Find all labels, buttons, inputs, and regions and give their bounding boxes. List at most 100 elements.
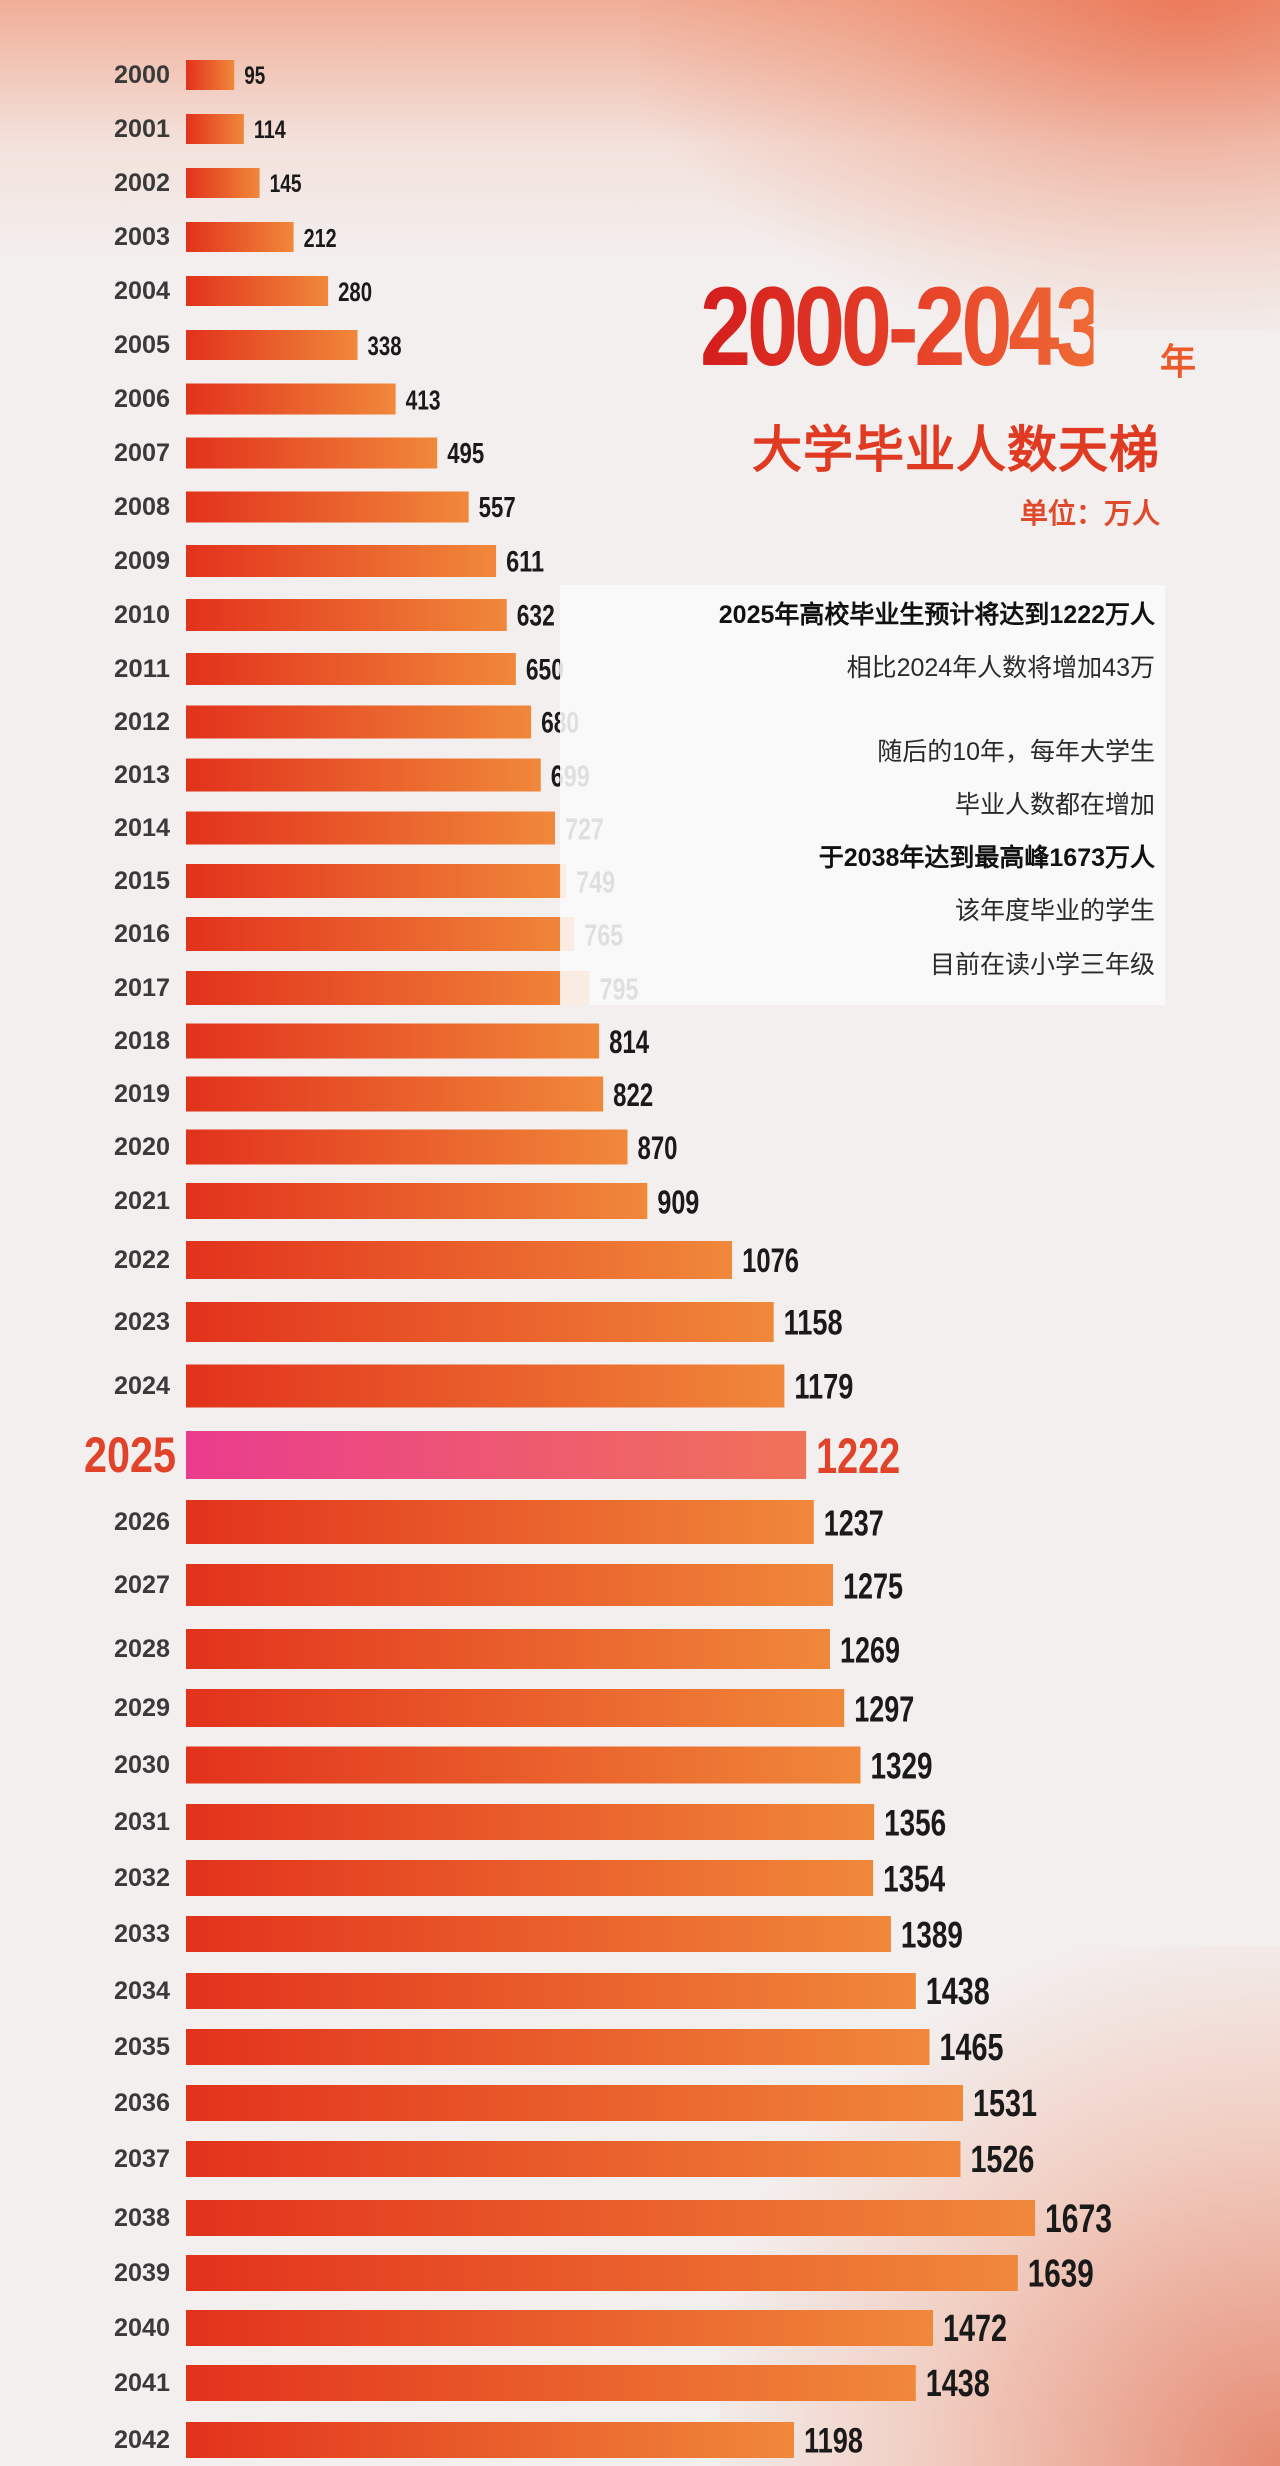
year-label-2000: 2000 [114, 61, 170, 89]
year-label-2022: 2022 [114, 1246, 170, 1274]
value-label-2024: 1179 [794, 1368, 853, 1407]
year-label-2035: 2035 [114, 2033, 170, 2061]
bar-2002 [186, 168, 260, 198]
bar-2040 [186, 2310, 934, 2346]
bar-2003 [186, 222, 294, 252]
bar-2006 [186, 383, 396, 415]
bar-2027 [186, 1564, 834, 1606]
year-label-2010: 2010 [114, 601, 170, 629]
value-label-2002: 145 [270, 170, 302, 198]
value-label-2021: 909 [657, 1184, 699, 1221]
year-label-2034: 2034 [114, 1977, 170, 2005]
bar-2016 [186, 917, 575, 951]
value-label-2037: 1526 [970, 2139, 1034, 2181]
bar-2037 [186, 2141, 961, 2177]
year-label-2004: 2004 [114, 277, 170, 305]
value-label-2008: 557 [479, 492, 516, 524]
bar-2039 [186, 2255, 1018, 2291]
value-label-2005: 338 [368, 331, 402, 361]
value-label-2004: 280 [338, 277, 372, 307]
value-label-2031: 1356 [884, 1803, 946, 1844]
bar-2017 [186, 971, 590, 1005]
year-label-2014: 2014 [114, 814, 170, 842]
value-label-2034: 1438 [926, 1971, 990, 2013]
bar-2026 [186, 1500, 814, 1544]
year-label-2015: 2015 [114, 867, 170, 895]
year-label-2008: 2008 [114, 493, 170, 521]
value-label-2032: 1354 [883, 1859, 945, 1900]
bar-2030 [186, 1746, 861, 1784]
value-label-2018: 814 [609, 1024, 649, 1060]
year-label-2024: 2024 [114, 1372, 170, 1400]
bar-2032 [186, 1860, 874, 1896]
value-label-2026: 1237 [824, 1503, 884, 1544]
value-label-2007: 495 [447, 438, 484, 470]
bar-2033 [186, 1916, 891, 1952]
value-label-2009: 611 [506, 546, 544, 579]
year-label-2026: 2026 [114, 1508, 170, 1536]
notes-panel: 2025年高校毕业生预计将达到1222万人 相比2024年人数将增加43万 随后… [560, 585, 1165, 1005]
value-label-2029: 1297 [854, 1689, 914, 1730]
bar-2007 [186, 437, 438, 469]
value-label-2001: 114 [254, 116, 286, 144]
year-label-2001: 2001 [114, 115, 170, 143]
value-label-2022: 1076 [742, 1242, 799, 1280]
bar-2009 [186, 545, 497, 577]
bar-2035 [186, 2029, 930, 2065]
year-label-2031: 2031 [114, 1808, 170, 1836]
value-label-2041: 1438 [926, 2363, 990, 2405]
value-label-2027: 1275 [843, 1566, 903, 1607]
note-line: 该年度毕业的学生 [954, 897, 1155, 925]
note-line: 2025年高校毕业生预计将达到1222万人 [718, 601, 1155, 629]
bar-2024 [186, 1364, 785, 1408]
year-label-2003: 2003 [114, 223, 170, 251]
note-line: 毕业人数都在增加 [954, 791, 1155, 819]
value-label-2006: 413 [406, 385, 441, 416]
value-label-2039: 1639 [1028, 2253, 1094, 2296]
value-label-2019: 822 [613, 1077, 653, 1113]
bar-2020 [186, 1129, 628, 1165]
value-label-2011: 650 [526, 654, 564, 687]
year-label-2029: 2029 [114, 1694, 170, 1722]
year-label-2042: 2042 [114, 2426, 170, 2454]
year-label-2023: 2023 [114, 1308, 170, 1336]
year-label-2040: 2040 [114, 2314, 170, 2342]
value-label-2020: 870 [638, 1130, 678, 1166]
year-label-2021: 2021 [114, 1187, 170, 1215]
year-label-2017: 2017 [114, 974, 170, 1002]
bar-2015 [186, 864, 567, 898]
bar-2028 [186, 1629, 831, 1669]
bar-2013 [186, 758, 541, 792]
year-label-2011: 2011 [114, 655, 170, 683]
bar-2022 [186, 1241, 733, 1279]
background-top-right-decoration [640, 0, 1280, 330]
year-label-2037: 2037 [114, 2145, 170, 2173]
year-label-2041: 2041 [114, 2369, 170, 2397]
year-label-2038: 2038 [114, 2204, 170, 2232]
year-label-2030: 2030 [114, 1751, 170, 1779]
note-line: 相比2024年人数将增加43万 [846, 654, 1155, 682]
value-label-2035: 1465 [939, 2027, 1003, 2069]
bar-2010 [186, 599, 507, 631]
bar-2042 [186, 2422, 794, 2458]
value-label-2042: 1198 [804, 2422, 863, 2461]
year-label-2033: 2033 [114, 1920, 170, 1948]
year-label-2006: 2006 [114, 385, 170, 413]
bar-2036 [186, 2085, 963, 2121]
bar-2011 [186, 653, 516, 685]
bar-2001 [186, 114, 244, 144]
bars-group: 2000 95 2001 114 2002 145 2003 212 2004 280 2005 33… [84, 60, 1112, 2461]
value-label-2028: 1269 [840, 1630, 900, 1671]
bar-2029 [186, 1689, 845, 1727]
bar-2000 [186, 60, 235, 90]
value-label-2036: 1531 [973, 2083, 1037, 2125]
year-label-2018: 2018 [114, 1027, 170, 1055]
year-label-2032: 2032 [114, 1864, 170, 1892]
note-line: 目前在读小学三年级 [929, 951, 1155, 979]
year-label-2005: 2005 [114, 331, 170, 359]
value-label-2003: 212 [304, 223, 337, 253]
year-label-2028: 2028 [114, 1635, 170, 1663]
bar-2008 [186, 491, 469, 523]
bar-2038 [186, 2200, 1036, 2236]
